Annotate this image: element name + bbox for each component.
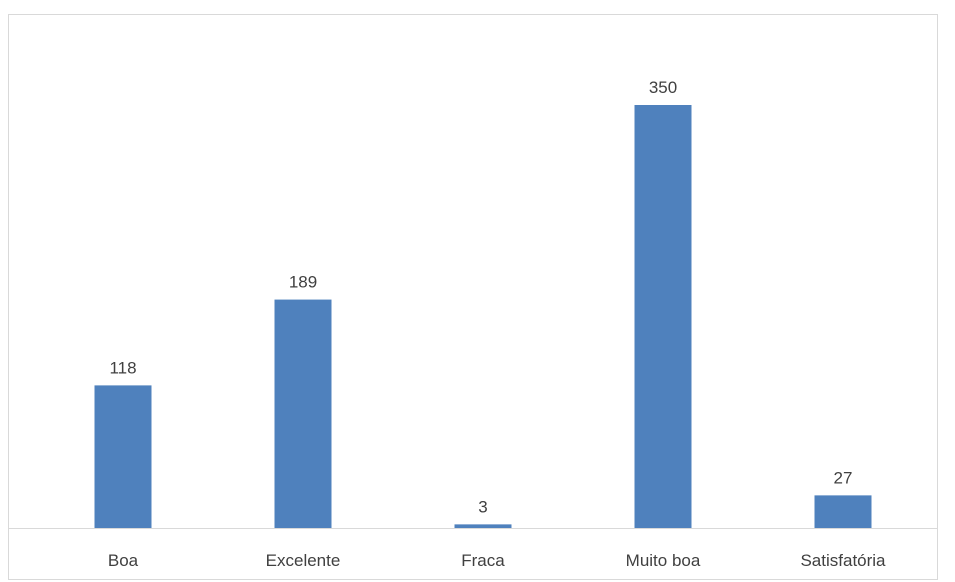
- data-labels-layer: 118 189 3 350 27: [109, 78, 852, 516]
- bar-satisfatória: [814, 495, 872, 528]
- data-label: 3: [478, 497, 487, 516]
- x-tick-labels-layer: Boa Excelente Fraca Muito boa Satisfatória: [108, 551, 886, 570]
- x-tick-label: Fraca: [461, 551, 505, 570]
- data-label: 27: [834, 468, 853, 487]
- data-label: 118: [109, 358, 136, 377]
- chart-area: [8, 14, 938, 580]
- data-label: 350: [649, 78, 677, 97]
- bar-excelente: [274, 299, 332, 528]
- x-tick-label: Satisfatória: [800, 551, 886, 570]
- bars-layer: [94, 105, 872, 528]
- bar-muito-boa: [634, 105, 692, 528]
- bar-boa: [94, 385, 152, 528]
- bar-fraca: [454, 524, 512, 528]
- x-tick-label: Muito boa: [626, 551, 701, 570]
- x-tick-label: Boa: [108, 551, 139, 570]
- data-label: 189: [289, 273, 317, 292]
- x-tick-label: Excelente: [266, 551, 341, 570]
